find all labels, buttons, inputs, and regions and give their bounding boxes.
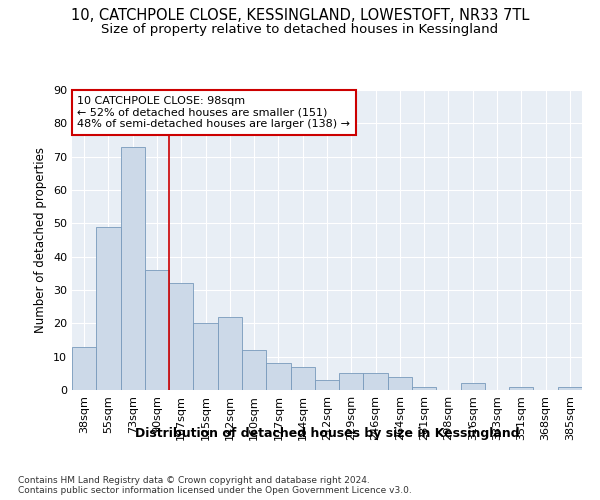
Bar [121, 146, 145, 390]
Bar [339, 374, 364, 390]
Bar [290, 366, 315, 390]
Bar [412, 386, 436, 390]
Bar [461, 384, 485, 390]
Bar [218, 316, 242, 390]
Bar [364, 374, 388, 390]
Text: Size of property relative to detached houses in Kessingland: Size of property relative to detached ho… [101, 22, 499, 36]
Bar [145, 270, 169, 390]
Bar [266, 364, 290, 390]
Text: 10 CATCHPOLE CLOSE: 98sqm
← 52% of detached houses are smaller (151)
48% of semi: 10 CATCHPOLE CLOSE: 98sqm ← 52% of detac… [77, 96, 350, 129]
Bar [169, 284, 193, 390]
Bar [509, 386, 533, 390]
Bar [242, 350, 266, 390]
Bar [72, 346, 96, 390]
Bar [96, 226, 121, 390]
Bar [315, 380, 339, 390]
Text: Distribution of detached houses by size in Kessingland: Distribution of detached houses by size … [134, 428, 520, 440]
Bar [193, 324, 218, 390]
Bar [558, 386, 582, 390]
Text: 10, CATCHPOLE CLOSE, KESSINGLAND, LOWESTOFT, NR33 7TL: 10, CATCHPOLE CLOSE, KESSINGLAND, LOWEST… [71, 8, 529, 22]
Y-axis label: Number of detached properties: Number of detached properties [34, 147, 47, 333]
Text: Contains HM Land Registry data © Crown copyright and database right 2024.
Contai: Contains HM Land Registry data © Crown c… [18, 476, 412, 495]
Bar [388, 376, 412, 390]
